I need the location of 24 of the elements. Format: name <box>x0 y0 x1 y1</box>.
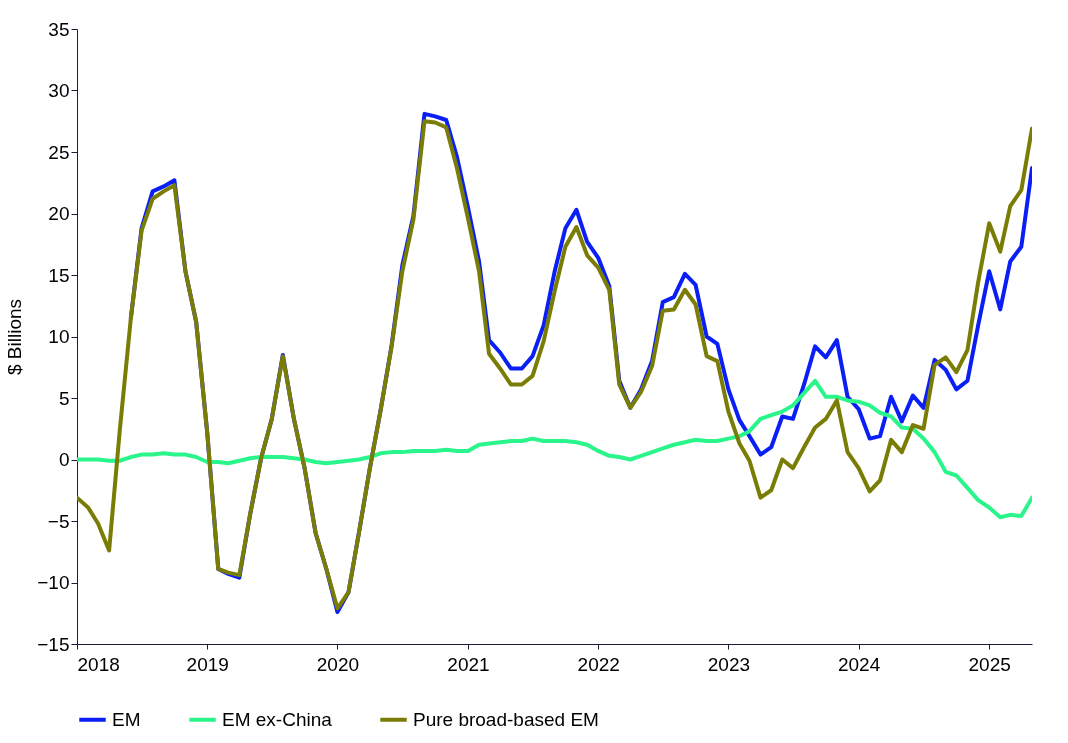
y-tick-label: 15 <box>48 264 70 286</box>
y-axis-title: $ Billions <box>4 298 26 376</box>
legend-label: Pure broad-based EM <box>413 708 599 730</box>
y-tick-label: 0 <box>58 449 70 470</box>
x-tick-label: 2021 <box>447 653 490 675</box>
y-tick-label: 10 <box>48 326 70 347</box>
y-tick-label: 5 <box>58 387 70 409</box>
line-series <box>77 378 1032 520</box>
legend-label: EM ex-China <box>222 708 333 730</box>
x-tick-label: 2018 <box>77 653 120 675</box>
y-tick-label: −5 <box>47 510 70 532</box>
x-tick-label: 2024 <box>837 653 881 675</box>
y-tick-label: 20 <box>48 203 70 224</box>
y-tick-label: 25 <box>48 141 70 163</box>
legend-label: EM <box>112 708 141 730</box>
x-tick-label: 2019 <box>186 653 229 675</box>
x-tick-label: 2025 <box>968 653 1011 675</box>
y-tick-label: 35 <box>48 18 70 40</box>
x-tick-label: 2023 <box>707 653 751 675</box>
x-tick-label: 2022 <box>577 653 620 675</box>
y-tick-label: −10 <box>37 572 70 593</box>
y-tick-label: −15 <box>37 633 70 655</box>
x-tick-label: 2020 <box>316 653 360 675</box>
y-tick-label: 30 <box>48 80 70 101</box>
